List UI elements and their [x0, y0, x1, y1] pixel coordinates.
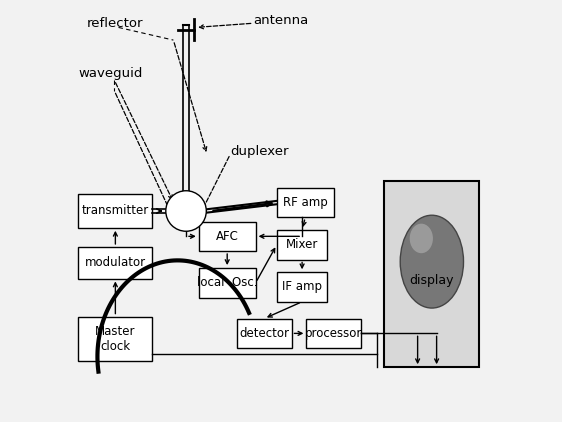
Bar [199, 268, 256, 298]
Circle shape [166, 191, 206, 231]
Text: transmitter: transmitter [81, 205, 149, 217]
Bar [277, 188, 334, 217]
Bar [79, 247, 152, 279]
Text: waveguid: waveguid [79, 68, 143, 80]
Text: IF amp: IF amp [282, 281, 322, 293]
Text: Mixer: Mixer [286, 238, 318, 251]
Bar [306, 319, 361, 348]
Bar [79, 316, 152, 361]
Bar [277, 272, 328, 302]
Bar [199, 222, 256, 251]
Text: RF amp: RF amp [283, 196, 328, 209]
Bar [384, 181, 479, 367]
Text: AFC: AFC [216, 230, 239, 243]
Text: Master
clock: Master clock [95, 325, 135, 353]
Text: duplexer: duplexer [230, 146, 289, 158]
Ellipse shape [410, 224, 433, 253]
Ellipse shape [400, 215, 464, 308]
Text: display: display [410, 274, 454, 287]
Bar [79, 194, 152, 228]
Text: reflector: reflector [87, 17, 143, 30]
Text: antenna: antenna [253, 14, 309, 27]
Text: modulator: modulator [85, 256, 146, 269]
Text: local  Osc.: local Osc. [197, 276, 257, 289]
Bar [237, 319, 292, 348]
Text: detector: detector [239, 327, 289, 340]
Text: processor: processor [305, 327, 362, 340]
Bar [277, 230, 328, 260]
